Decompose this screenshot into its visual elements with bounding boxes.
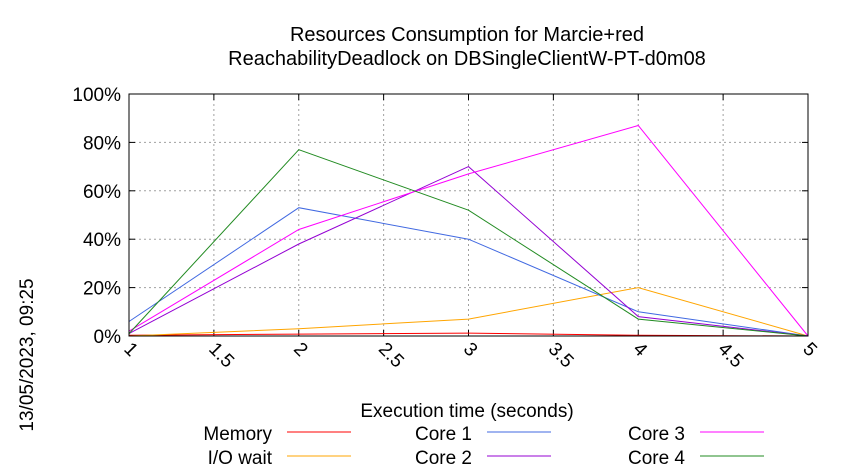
legend-label-memory: Memory <box>203 424 272 445</box>
x-axis-ticks: 1 1.5 2 2.5 3 3.5 4 4.5 5 <box>119 94 821 373</box>
x-tick-label: 1 <box>119 339 141 361</box>
series-line-core-4 <box>128 149 809 337</box>
x-tick-label: 4.5 <box>714 339 748 373</box>
legend-label-i-o-wait: I/O wait <box>208 448 273 469</box>
y-tick-label: 0% <box>94 327 122 348</box>
chart-title: Resources Consumption for Marcie+red <box>290 24 644 46</box>
chart-legend: Memory I/O wait Core 1 Core 2 Core 3 Core 4 <box>203 424 764 469</box>
chart-subtitle: ReachabilityDeadlock on DBSingleClientW-… <box>228 48 706 70</box>
series-line-core-3 <box>128 124 809 337</box>
x-tick-label: 3.5 <box>544 339 578 373</box>
x-axis-label: Execution time (seconds) <box>360 401 573 422</box>
timestamp-label: 13/05/2023, 09:25 <box>17 278 38 431</box>
y-tick-label: 80% <box>83 133 121 154</box>
y-tick-label: 100% <box>72 85 121 106</box>
x-tick-label: 2.5 <box>374 339 408 373</box>
series-line-core-2 <box>128 166 809 337</box>
legend-label-core-4: Core 4 <box>628 448 685 469</box>
y-tick-label: 20% <box>83 279 121 300</box>
x-tick-label: 4 <box>629 339 652 362</box>
series-line-i-o-wait <box>128 287 809 337</box>
x-tick-label: 3 <box>459 339 481 361</box>
y-tick-label: 60% <box>83 182 121 203</box>
x-tick-label: 1.5 <box>204 339 238 373</box>
x-tick-label: 5 <box>798 339 820 361</box>
series-line-core-1 <box>128 207 809 337</box>
y-tick-label: 40% <box>83 230 121 251</box>
legend-label-core-2: Core 2 <box>415 448 472 469</box>
y-axis-ticks: 0% 20% 40% 60% 80% 100% <box>72 85 808 348</box>
legend-label-core-3: Core 3 <box>628 424 685 445</box>
grid-lines <box>129 94 808 336</box>
plot-frame <box>128 93 809 337</box>
legend-label-core-1: Core 1 <box>415 424 472 445</box>
x-tick-label: 2 <box>289 339 311 361</box>
